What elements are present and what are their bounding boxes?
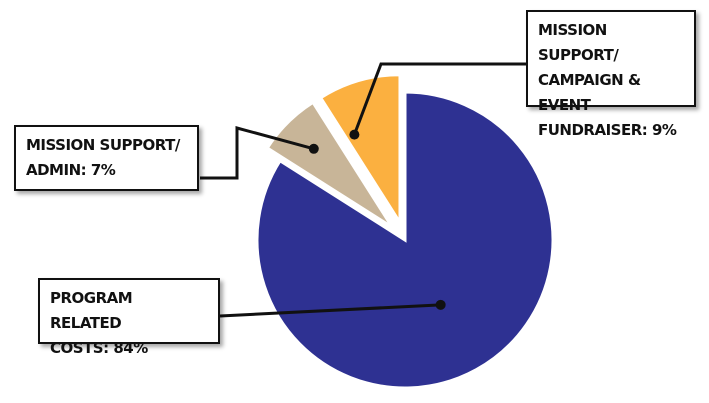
slice-label-admin: MISSION SUPPORT/ ADMIN: 7%	[26, 136, 180, 179]
slice-fundraiser-leader-line	[352, 62, 527, 136]
callout-fundraiser: MISSION SUPPORT/ CAMPAIGN & EVENT FUNDRA…	[526, 10, 696, 139]
pie-slices	[255, 73, 555, 390]
callout-admin: MISSION SUPPORT/ ADMIN: 7%	[14, 125, 199, 191]
slice-admin-leader-dot	[308, 143, 319, 154]
slice-program-leader-line	[219, 303, 441, 318]
slice-program	[255, 90, 555, 390]
leader-lines	[200, 62, 527, 318]
slice-label-fundraiser: MISSION SUPPORT/ CAMPAIGN & EVENT FUNDRA…	[538, 21, 677, 139]
slice-fundraiser	[318, 73, 402, 228]
callout-program: PROGRAM RELATED COSTS: 84%	[38, 278, 220, 357]
slice-admin	[265, 100, 394, 229]
slice-admin-leader-line	[200, 126, 315, 180]
slice-fundraiser-leader-dot	[349, 129, 360, 140]
slice-label-program: PROGRAM RELATED COSTS: 84%	[50, 289, 148, 357]
slice-program-leader-dot	[435, 299, 446, 310]
